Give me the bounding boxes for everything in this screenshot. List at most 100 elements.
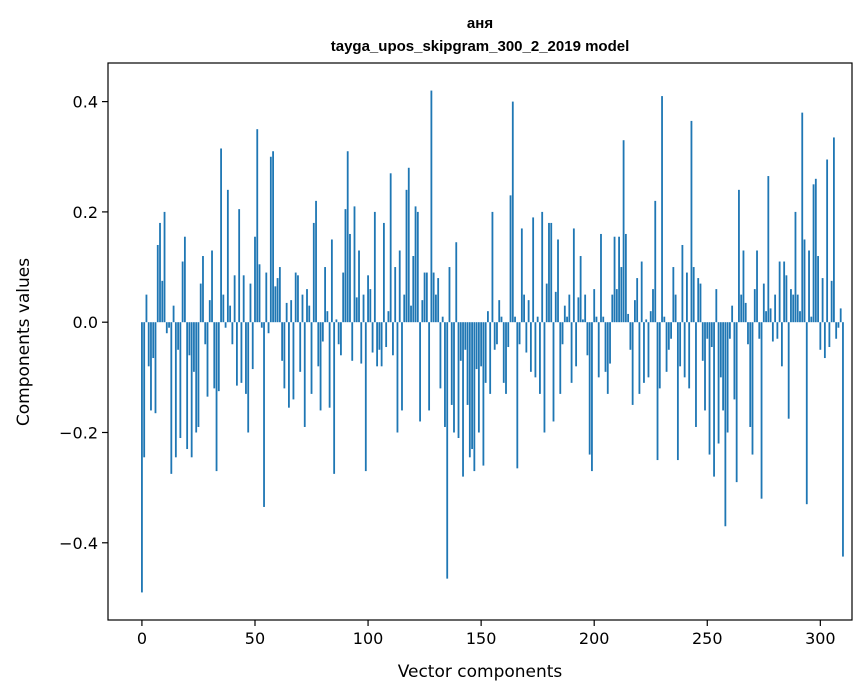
bar-168: [520, 228, 523, 323]
bar-55: [265, 272, 268, 323]
bar-309: [839, 308, 842, 323]
y-tick-label-0: −0.4: [59, 534, 98, 553]
bar-31: [211, 250, 213, 323]
bar-43: [238, 209, 241, 323]
bar-141: [459, 322, 462, 361]
bar-184: [557, 239, 559, 323]
bar-291: [799, 311, 801, 323]
x-tick-label-4: 200: [579, 629, 610, 648]
x-axis-ticks: 0 50 100 150 200 250 300: [137, 620, 836, 648]
bar-270: [751, 322, 754, 455]
bar-171: [527, 300, 530, 323]
bar-265: [740, 294, 743, 323]
bar-18: [181, 261, 184, 323]
bar-131: [437, 278, 440, 323]
bar-253: [713, 322, 715, 477]
bar-178: [543, 322, 546, 433]
bar-74: [308, 305, 311, 323]
bar-29: [206, 322, 209, 397]
bar-3: [147, 322, 150, 367]
bar-60: [276, 278, 279, 323]
bar-65: [288, 322, 290, 408]
bar-269: [749, 322, 752, 427]
bar-206: [606, 322, 609, 394]
bar-164: [511, 101, 514, 323]
bar-231: [663, 316, 666, 323]
bar-5: [152, 322, 155, 359]
bar-128: [430, 90, 433, 323]
bar-16: [177, 322, 180, 350]
bar-148: [475, 322, 478, 370]
bar-9: [161, 280, 164, 323]
bar-289: [794, 211, 797, 323]
bar-263: [735, 322, 738, 483]
bar-308: [837, 322, 840, 328]
bar-193: [577, 297, 580, 323]
bar-285: [785, 275, 788, 323]
bar-304: [828, 322, 831, 348]
bar-153: [487, 311, 489, 323]
bar-135: [446, 322, 449, 579]
bar-274: [760, 322, 763, 499]
bar-59: [274, 286, 277, 323]
bar-224: [647, 322, 650, 378]
bar-257: [722, 322, 725, 411]
x-tick-label-2: 100: [353, 629, 384, 648]
bar-205: [604, 322, 607, 372]
bar-41: [233, 275, 236, 323]
bar-102: [371, 322, 374, 353]
bar-251: [708, 322, 711, 455]
bar-110: [389, 173, 392, 323]
bar-77: [315, 200, 317, 323]
bar-98: [362, 294, 365, 323]
bar-159: [500, 316, 503, 323]
bar-246: [697, 278, 700, 323]
y-tick-label-4: 0.4: [73, 93, 98, 112]
bar-233: [667, 322, 670, 350]
bar-117: [405, 189, 408, 323]
bar-234: [670, 322, 672, 339]
bar-92: [349, 233, 351, 323]
bar-124: [421, 300, 424, 323]
bar-248: [701, 322, 704, 361]
bar-228: [656, 322, 659, 461]
bar-288: [792, 294, 795, 323]
bar-145: [468, 322, 471, 458]
bar-196: [584, 294, 587, 323]
bar-276: [765, 311, 767, 323]
bar-30: [208, 300, 211, 323]
bar-106: [380, 322, 383, 367]
bar-273: [758, 322, 761, 339]
bar-216: [629, 322, 632, 350]
bar-167: [518, 322, 521, 345]
bar-97: [360, 322, 363, 364]
bar-82: [326, 311, 329, 323]
bar-95: [355, 297, 358, 323]
bar-26: [199, 283, 202, 323]
bar-144: [466, 322, 469, 405]
bar-15: [174, 322, 177, 458]
bar-73: [306, 289, 308, 323]
bar-46: [245, 322, 247, 394]
bar-292: [801, 112, 804, 323]
bar-236: [674, 294, 677, 323]
bar-112: [394, 267, 397, 323]
bar-24: [195, 322, 198, 433]
bar-149: [477, 322, 480, 433]
bar-215: [627, 313, 630, 323]
bar-114: [398, 250, 401, 323]
bar-188: [566, 316, 568, 323]
bar-80: [321, 322, 324, 342]
bar-150: [480, 322, 483, 367]
bar-58: [272, 151, 274, 323]
bar-38: [226, 189, 229, 323]
bar-286: [787, 322, 790, 419]
bar-111: [392, 322, 394, 356]
bar-68: [294, 272, 297, 323]
bar-61: [278, 267, 281, 323]
bar-243: [690, 120, 693, 323]
bar-12: [168, 322, 170, 328]
y-axis-ticks: −0.4 −0.2 0.0 0.2 0.4: [59, 93, 108, 553]
bar-11: [165, 322, 168, 334]
bar-136: [448, 267, 451, 323]
